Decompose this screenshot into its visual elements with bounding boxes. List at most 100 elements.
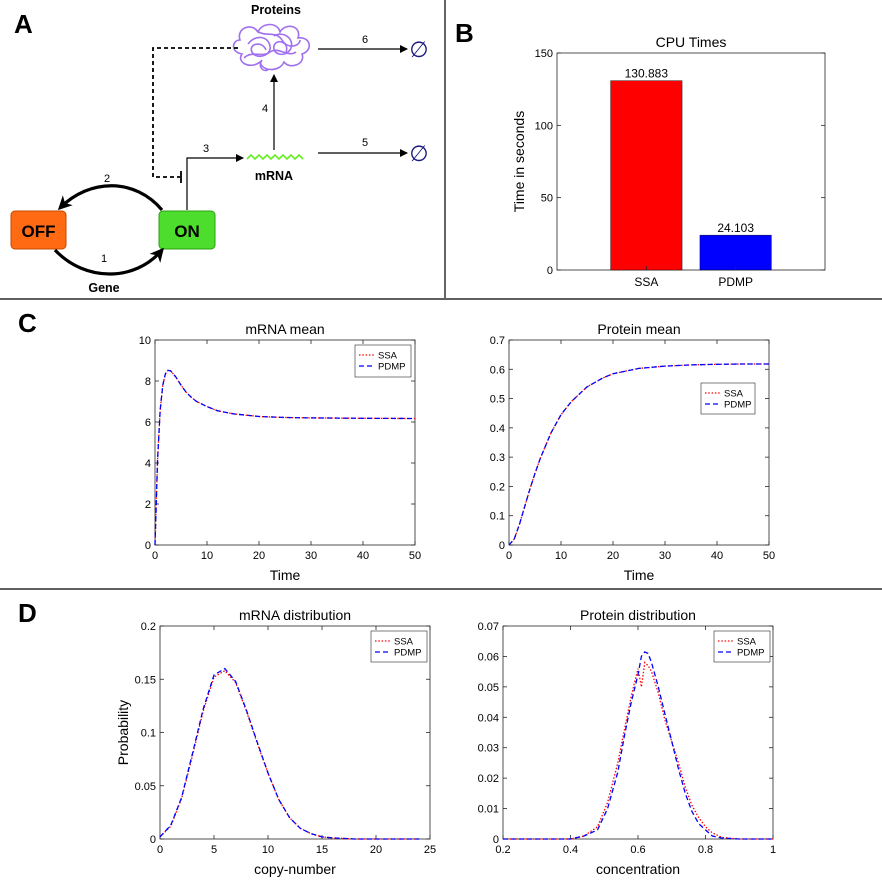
y-tick-label: 0.6 — [490, 364, 505, 376]
x-tick-label: 10 — [201, 550, 213, 562]
reaction-label-2: 2 — [104, 173, 110, 185]
legend-label-pdmp: PDMP — [724, 400, 751, 411]
y-tick-label: 0.07 — [478, 621, 499, 633]
series-line-ssa — [508, 363, 769, 546]
y-tick-label: 0.5 — [490, 394, 505, 406]
mrna-wave-icon — [246, 153, 304, 161]
plot-frame — [154, 339, 416, 546]
on-state-label: ON — [174, 222, 200, 241]
series-line-ssa — [503, 661, 773, 840]
series-line-ssa — [159, 669, 420, 840]
y-tick-label: 0 — [150, 834, 156, 846]
y-tick-label: 0.2 — [490, 481, 505, 493]
y-tick-label: 150 — [535, 48, 553, 60]
on-state-box — [158, 210, 216, 250]
y-tick-label: 0.04 — [478, 712, 499, 724]
plot-frame — [508, 339, 770, 546]
bar-value-label: 24.103 — [717, 221, 754, 235]
x-tick-label: 25 — [424, 844, 436, 856]
x-tick-label: 0.4 — [563, 844, 578, 856]
reaction-label-1: 1 — [101, 253, 107, 265]
chart-title: mRNA mean — [245, 321, 324, 337]
series-line-pdmp — [159, 667, 420, 840]
y-tick-label: 0.03 — [478, 743, 499, 755]
x-tick-label: 15 — [316, 844, 328, 856]
y-tick-label: 0 — [493, 834, 499, 846]
mrna-label: mRNA — [255, 169, 293, 183]
y-axis-label: Probability — [115, 700, 131, 765]
x-tick-label: 40 — [357, 550, 369, 562]
x-tick-label: PDMP — [718, 275, 753, 289]
chart-title: Protein distribution — [580, 607, 696, 623]
y-tick-label: 0.3 — [490, 452, 505, 464]
gene-label: Gene — [88, 281, 119, 295]
series-line-ssa — [154, 369, 416, 546]
series-line-pdmp — [154, 369, 416, 546]
y-tick-label: 0.2 — [141, 621, 156, 633]
arc-on-to-off — [57, 184, 164, 212]
y-tick-label: 0.06 — [478, 651, 499, 663]
x-tick-label: 0.8 — [698, 844, 713, 856]
x-axis-label: Time — [624, 567, 655, 583]
legend-label-pdmp: PDMP — [394, 648, 421, 659]
plot-frame — [556, 52, 826, 271]
bar-pdmp — [699, 234, 772, 271]
y-tick-label: 0 — [145, 540, 151, 552]
null-symbol-mrna: ∅ — [409, 141, 428, 166]
y-tick-label: 0.7 — [490, 335, 505, 347]
reaction-label-3: 3 — [203, 143, 209, 155]
bar-ssa — [610, 80, 683, 271]
x-axis-label: Time — [270, 567, 301, 583]
cpu-times-chart: CPU Times 0 50 100 150 130.883 SSA 24.103 PDMP Ti… — [511, 34, 826, 289]
y-tick-label: 8 — [145, 376, 151, 388]
x-tick-label: 1 — [770, 844, 776, 856]
mrna-distribution-chart: mRNA distribution 0 0.05 0.1 0.15 0.2 0 5 10 15 20… — [115, 607, 436, 877]
y-tick-label: 0.02 — [478, 773, 499, 785]
protein-mean-chart: Protein mean 0 0.1 0.2 0.3 0.4 0.5 0.6 0.7 0 10 20 3… — [490, 321, 775, 583]
panel-label-c: C — [18, 308, 37, 338]
y-tick-label: 0.1 — [490, 511, 505, 523]
y-tick-label: 0.15 — [135, 674, 156, 686]
legend-box — [354, 344, 412, 378]
arc-off-to-on — [53, 247, 164, 276]
x-tick-label: 0.6 — [630, 844, 645, 856]
chart-title: mRNA distribution — [239, 607, 351, 623]
x-tick-label: 5 — [211, 844, 217, 856]
y-tick-label: 6 — [145, 417, 151, 429]
chart-title: Protein mean — [597, 321, 680, 337]
x-tick-label: 0.2 — [495, 844, 510, 856]
series-line-pdmp — [503, 651, 773, 840]
legend-label-ssa: SSA — [724, 389, 744, 400]
legend-label-ssa: SSA — [378, 351, 398, 362]
x-tick-label: 10 — [555, 550, 567, 562]
legend-label-pdmp: PDMP — [737, 648, 764, 659]
x-tick-label: 30 — [305, 550, 317, 562]
y-tick-label: 50 — [541, 193, 553, 205]
y-tick-label: 0 — [547, 265, 553, 277]
legend-box — [713, 630, 771, 663]
x-tick-label: 20 — [370, 844, 382, 856]
proteins-label: Proteins — [251, 3, 301, 17]
y-tick-label: 2 — [145, 499, 151, 511]
off-state-label: OFF — [22, 222, 56, 241]
y-axis-label: Time in seconds — [511, 111, 527, 212]
off-state-box — [10, 210, 67, 250]
x-tick-label: 20 — [253, 550, 265, 562]
y-tick-label: 0.01 — [478, 804, 499, 816]
x-tick-label: 20 — [607, 550, 619, 562]
feedback-dashed-line — [152, 47, 238, 178]
legend-label-ssa: SSA — [394, 637, 414, 648]
legend-label-pdmp: PDMP — [378, 362, 405, 373]
x-tick-label: 40 — [711, 550, 723, 562]
y-tick-label: 0 — [499, 540, 505, 552]
y-tick-label: 0.4 — [490, 423, 505, 435]
y-tick-label: 4 — [145, 458, 151, 470]
legend-label-ssa: SSA — [737, 637, 757, 648]
reaction-label-4: 4 — [262, 103, 268, 115]
protein-distribution-chart: Protein distribution 0 0.01 0.02 0.03 0.04 0.0… — [478, 607, 776, 877]
x-axis-label: concentration — [596, 861, 680, 877]
x-axis-label: copy-number — [254, 861, 336, 877]
x-tick-label: SSA — [634, 275, 658, 289]
series-line-pdmp — [508, 363, 769, 546]
